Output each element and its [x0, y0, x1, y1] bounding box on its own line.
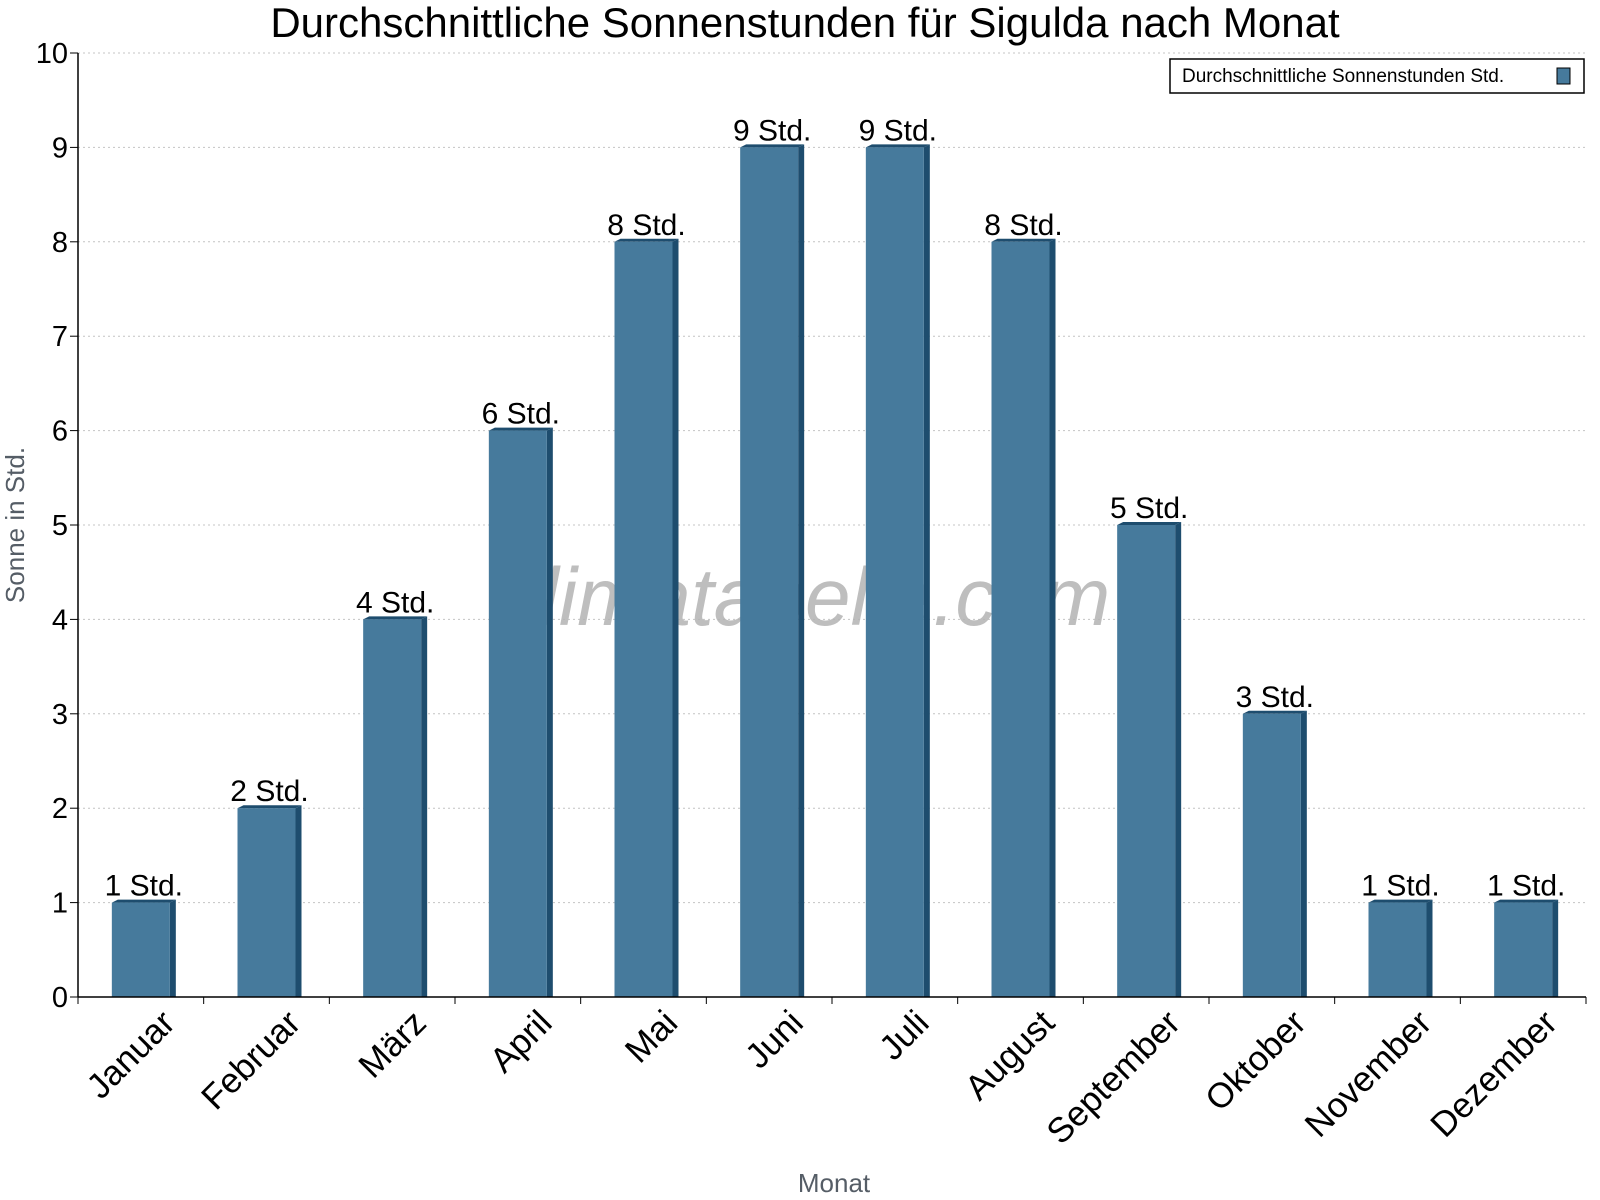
- x-axis-label: Monat: [798, 1168, 871, 1198]
- bar-side: [798, 144, 805, 997]
- bar-side: [1175, 522, 1182, 997]
- y-tick-label: 7: [52, 321, 68, 353]
- y-tick-label: 6: [52, 416, 68, 448]
- x-tick-label: April: [482, 1003, 559, 1080]
- bar-juni: [740, 144, 805, 997]
- x-tick-label: Februar: [194, 1003, 308, 1117]
- bar-face: [1242, 713, 1301, 997]
- bar-side: [1049, 238, 1056, 998]
- bar-april: [488, 427, 553, 998]
- bar-face: [1494, 902, 1553, 997]
- data-label: 9 Std.: [859, 114, 937, 147]
- bar-top: [1242, 710, 1307, 714]
- bar-face: [111, 902, 170, 997]
- data-label: 8 Std.: [984, 209, 1062, 242]
- bar-face: [488, 430, 547, 998]
- data-label: 1 Std.: [105, 870, 183, 903]
- x-tick-label: November: [1297, 1003, 1439, 1145]
- bar-side: [923, 144, 930, 997]
- bar-face: [865, 147, 924, 997]
- x-tick-label: Mai: [618, 1003, 685, 1070]
- bar-top: [111, 899, 176, 903]
- chart-title: Durchschnittliche Sonnenstunden für Sigu…: [270, 0, 1340, 46]
- data-label: 1 Std.: [1361, 870, 1439, 903]
- bar-top: [363, 616, 428, 620]
- bar-side: [1300, 710, 1307, 997]
- y-tick-label: 8: [52, 227, 68, 259]
- y-tick-label: 4: [52, 604, 68, 636]
- y-tick-label: 1: [52, 888, 68, 920]
- y-tick-label: 9: [52, 132, 68, 164]
- bar-september: [1117, 522, 1182, 997]
- data-label: 3 Std.: [1236, 681, 1314, 714]
- bar-face: [363, 619, 422, 997]
- y-tick-label: 0: [52, 982, 68, 1014]
- bar-dezember: [1494, 899, 1559, 997]
- bar-side: [421, 616, 428, 997]
- grid-lines: [78, 52, 1586, 904]
- x-axis-ticks: Januar Februar März April Mai Juni Juli AugustS…: [77, 997, 1587, 1152]
- bar-top: [488, 427, 553, 431]
- y-axis-label: Sonne in Std.: [0, 447, 30, 603]
- bar-face: [991, 241, 1050, 998]
- bar-side: [169, 899, 176, 997]
- bar-top: [237, 805, 302, 809]
- x-tick-label: Oktober: [1198, 1003, 1314, 1119]
- bar-face: [1117, 525, 1176, 997]
- legend-swatch: [1556, 67, 1571, 85]
- bar-top: [614, 238, 679, 242]
- bar-face: [1368, 902, 1427, 997]
- bar-face: [614, 241, 673, 998]
- y-tick-label: 2: [52, 793, 68, 825]
- bar-november: [1368, 899, 1433, 997]
- data-label: 6 Std.: [482, 398, 560, 431]
- data-label: 5 Std.: [1110, 492, 1188, 525]
- bar-top: [1368, 899, 1433, 903]
- x-tick-label: Juli: [872, 1003, 937, 1068]
- bar-februar: [237, 805, 302, 997]
- bar-side: [546, 427, 553, 998]
- bars-group: [111, 144, 1559, 998]
- x-tick-label: März: [351, 1003, 434, 1086]
- data-label: 4 Std.: [356, 586, 434, 619]
- bar-oktober: [1242, 710, 1307, 997]
- bar-märz: [363, 616, 428, 997]
- y-tick-label: 3: [52, 699, 68, 731]
- bar-face: [740, 147, 799, 997]
- data-label: 8 Std.: [607, 209, 685, 242]
- bar-side: [295, 805, 302, 997]
- data-label: 2 Std.: [230, 775, 308, 808]
- bar-side: [1426, 899, 1433, 997]
- bar-mai: [614, 238, 679, 998]
- x-tick-label: Januar: [79, 1003, 182, 1106]
- bar-top: [1494, 899, 1559, 903]
- bar-januar: [111, 899, 176, 997]
- legend: Durchschnittliche Sonnenstunden Std.: [1169, 58, 1585, 94]
- x-tick-label: August: [958, 1003, 1063, 1108]
- y-axis-ticks: 0 1 2 3 4 5 6 7 8 9 10: [36, 38, 78, 1014]
- x-tick-label: September: [1039, 1003, 1188, 1152]
- bar-side: [1552, 899, 1559, 997]
- bar-top: [865, 144, 930, 148]
- bar-top: [740, 144, 805, 148]
- data-labels: 1 Std. 2 Std. 4 Std. 6 Std. 8 Std. 9 Std. 9 St…: [105, 114, 1566, 902]
- bar-face: [237, 808, 296, 997]
- bar-august: [991, 238, 1056, 998]
- bar-juli: [865, 144, 930, 997]
- y-tick-label: 10: [36, 38, 68, 70]
- x-tick-label: Dezember: [1423, 1003, 1565, 1145]
- bar-top: [1117, 522, 1182, 525]
- data-label: 9 Std.: [733, 114, 811, 147]
- bar-top: [991, 238, 1056, 242]
- data-label: 1 Std.: [1487, 870, 1565, 903]
- y-tick-label: 5: [52, 510, 68, 542]
- legend-series-label: Durchschnittliche Sonnenstunden Std.: [1182, 66, 1504, 87]
- x-tick-label: Juni: [738, 1003, 811, 1076]
- legend-box: [1169, 58, 1585, 94]
- bar-side: [672, 238, 679, 998]
